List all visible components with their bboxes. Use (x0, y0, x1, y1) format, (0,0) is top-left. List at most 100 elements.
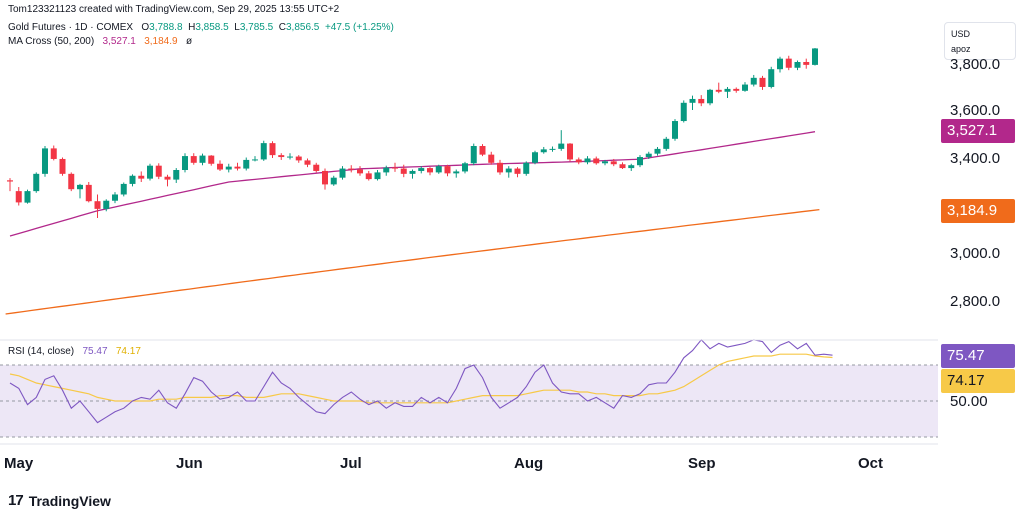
price-tick-2800: 2,800.0 (950, 293, 1001, 310)
candle-body (575, 159, 582, 163)
candle-body (173, 170, 180, 180)
candle-body (540, 149, 547, 153)
candle-body (742, 84, 748, 91)
candle-body (287, 156, 293, 158)
candle-body (707, 89, 713, 104)
candle-body (269, 143, 276, 156)
time-label-may: May (4, 455, 34, 472)
candle-body (77, 184, 83, 190)
ma50-badge: 3,527.1 (941, 119, 1015, 143)
candle-body (444, 166, 451, 174)
candle-body (812, 48, 818, 65)
candle-body (365, 173, 372, 180)
currency-label: USD (951, 29, 971, 39)
candle-body (628, 165, 635, 169)
candle-body (313, 164, 320, 171)
candle-body (7, 180, 13, 182)
candle-body (593, 158, 600, 164)
candle-body (15, 191, 22, 203)
candle-body (260, 143, 267, 160)
candles (7, 47, 818, 218)
ma-label: MA Cross (50, 200) (8, 36, 95, 47)
candle-body (488, 154, 495, 163)
candle-body (322, 170, 328, 185)
l-value: 3,785.5 (239, 22, 274, 33)
candle-body (505, 168, 512, 173)
price-tick-3800: 3,800.0 (950, 56, 1001, 73)
rsi-path (9, 338, 833, 424)
candle-body (400, 168, 407, 174)
candle-body (252, 159, 258, 161)
candle-body (470, 146, 477, 164)
candle-body (243, 159, 250, 169)
candle-body (348, 168, 355, 170)
currency-box[interactable]: USD apoz (944, 22, 1016, 60)
candle-body (750, 77, 757, 85)
candle-body (374, 172, 381, 180)
candle-body (558, 143, 565, 149)
candle-body (610, 161, 617, 165)
ma200-line (5, 208, 820, 315)
ma50-path (9, 131, 816, 237)
candle-body (138, 175, 145, 179)
candle-body (182, 156, 188, 170)
candle-body (698, 98, 705, 104)
ma50-line (9, 131, 816, 237)
candle-body (680, 102, 687, 122)
time-label-sep: Sep (688, 455, 716, 472)
created-by-text: Tom123321123 created with TradingView.co… (8, 4, 340, 15)
candle-body (803, 62, 810, 65)
candle-body (768, 69, 775, 87)
candle-body (654, 148, 661, 154)
candle-body (602, 161, 608, 164)
candle-body (427, 168, 433, 173)
candle-body (584, 158, 591, 163)
candle-body (409, 170, 416, 174)
candle-body (94, 201, 101, 209)
c-label: C (278, 22, 286, 33)
candle-body (479, 146, 486, 155)
candle-body (208, 155, 215, 164)
candle-body (120, 183, 127, 195)
time-label-oct: Oct (858, 455, 884, 472)
tradingview-logo[interactable]: 17 TradingView (8, 492, 111, 509)
c-value: 3,856.5 (286, 22, 320, 33)
symbol-legend[interactable]: Gold Futures · 1D · COMEX O3,788.8 H3,85… (8, 22, 394, 33)
tv-brand-name: TradingView (28, 492, 111, 509)
candle-body (68, 173, 75, 190)
rsi-legend[interactable]: RSI (14, close) 75.47 74.17 (8, 346, 141, 357)
rsi-badge: 75.47 (941, 344, 1015, 368)
candle-body (330, 177, 337, 185)
candle-body (619, 164, 626, 169)
time-label-jun: Jun (176, 455, 203, 472)
candle-body (637, 157, 643, 166)
candle-body (785, 58, 792, 68)
ma200-badge: 3,184.9 (941, 199, 1015, 223)
candle-body (24, 191, 31, 203)
ma200-path (5, 208, 820, 315)
price-tick-3400: 3,400.0 (950, 150, 1001, 167)
candle-body (217, 163, 223, 170)
candle-body (392, 167, 398, 169)
ma200-value: 3,184.9 (144, 36, 178, 47)
ma50-value: 3,527.1 (102, 36, 136, 47)
time-label-jul: Jul (340, 455, 362, 472)
candle-body (777, 58, 783, 70)
candle-body (689, 98, 696, 103)
rsi-ma-legend-value: 74.17 (115, 346, 141, 357)
price-tick-3000: 3,000.0 (950, 245, 1001, 262)
rsi-ma-badge: 74.17 (941, 369, 1015, 393)
candle-body (357, 169, 363, 174)
ma-legend[interactable]: MA Cross (50, 200) 3,527.1 3,184.9 ø (8, 36, 192, 47)
candle-body (497, 162, 503, 173)
candle-body (383, 167, 390, 173)
candle-body (33, 173, 40, 192)
candle-body (435, 166, 442, 173)
rsi-label: RSI (14, close) (8, 346, 75, 357)
candle-body (50, 148, 57, 159)
tv-logo-icon: 17 (8, 492, 24, 509)
change-value: +47.5 (+1.25%) (324, 22, 394, 33)
candle-body (190, 156, 197, 163)
candle-body (549, 148, 556, 150)
